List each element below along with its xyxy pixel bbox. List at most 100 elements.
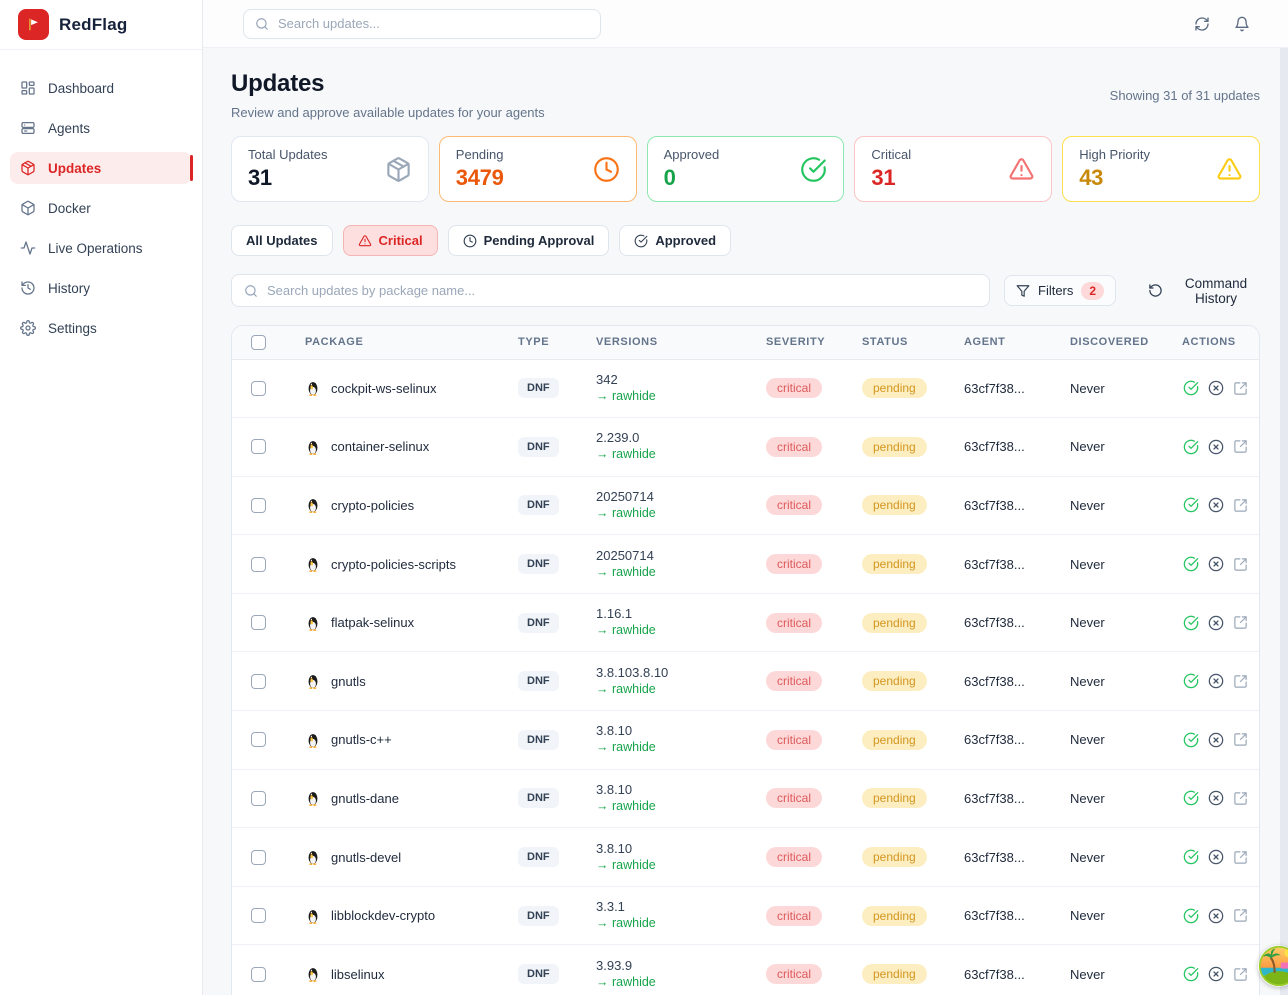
stat-card-high-priority: High Priority 43 (1062, 136, 1260, 202)
row-checkbox[interactable] (251, 556, 266, 572)
row-checkbox[interactable] (251, 966, 266, 982)
severity-badge: critical (766, 847, 823, 868)
row-checkbox[interactable] (251, 380, 266, 396)
sidebar-item-live-operations[interactable]: Live Operations (10, 232, 192, 264)
approve-icon[interactable] (1182, 379, 1200, 397)
table-row[interactable]: gnutls-c++ DNF 3.8.10 → rawhide critical pend… (232, 711, 1259, 770)
col-actions: ACTIONS (1182, 336, 1236, 349)
history-icon (20, 280, 36, 296)
approve-icon[interactable] (1182, 496, 1200, 514)
reject-icon[interactable] (1207, 672, 1225, 690)
approve-icon[interactable] (1182, 848, 1200, 866)
open-external-icon[interactable] (1232, 849, 1249, 866)
reject-icon[interactable] (1207, 614, 1225, 632)
reject-icon[interactable] (1207, 379, 1225, 397)
table-row[interactable]: crypto-policies-scripts DNF 20250714 → rawh… (232, 535, 1259, 594)
type-badge: DNF (518, 378, 559, 399)
approve-icon[interactable] (1182, 614, 1200, 632)
settings-icon (20, 320, 36, 336)
sidebar-item-settings[interactable]: Settings (10, 312, 192, 344)
sidebar-item-agents[interactable]: Agents (10, 112, 192, 144)
reject-icon[interactable] (1207, 555, 1225, 573)
approve-icon[interactable] (1182, 789, 1200, 807)
approve-icon[interactable] (1182, 731, 1200, 749)
stat-label: Approved (663, 147, 720, 162)
sidebar-item-updates[interactable]: Updates (10, 152, 193, 184)
target-version: → rawhide (596, 740, 656, 755)
filter-tab-critical[interactable]: Critical (342, 225, 438, 256)
current-version: 3.3.1 (596, 899, 625, 915)
col-agent: AGENT (964, 336, 1006, 349)
table-row[interactable]: cockpit-ws-selinux DNF 342 → rawhide critica… (232, 359, 1259, 418)
approve-icon[interactable] (1182, 907, 1200, 925)
row-checkbox[interactable] (251, 908, 266, 924)
open-external-icon[interactable] (1232, 614, 1249, 631)
row-checkbox[interactable] (251, 615, 266, 631)
row-checkbox[interactable] (251, 849, 266, 865)
island-widget-icon[interactable] (1258, 945, 1288, 987)
package-search-input[interactable] (267, 283, 977, 298)
approve-icon[interactable] (1182, 438, 1200, 456)
command-history-button[interactable]: Command History (1148, 276, 1260, 306)
sidebar-item-dashboard[interactable]: Dashboard (10, 72, 192, 104)
target-version: → rawhide (596, 623, 656, 638)
table-row[interactable]: libblockdev-crypto DNF 3.3.1 → rawhide criti… (232, 886, 1259, 945)
agent-id: 63cf7f38... (964, 439, 1025, 455)
open-external-icon[interactable] (1232, 380, 1249, 397)
target-version: → rawhide (596, 505, 656, 520)
table-row[interactable]: gnutls-dane DNF 3.8.10 → rawhide critical pen… (232, 769, 1259, 828)
row-checkbox[interactable] (251, 673, 266, 689)
refresh-icon[interactable] (1192, 14, 1212, 34)
select-all-checkbox[interactable] (251, 334, 266, 350)
table-row[interactable]: flatpak-selinux DNF 1.16.1 → rawhide critica… (232, 593, 1259, 652)
stat-value: 31 (871, 165, 896, 190)
current-version: 3.93.9 (596, 957, 633, 973)
row-checkbox[interactable] (251, 497, 266, 513)
package-name: gnutls-dane (331, 790, 399, 806)
open-external-icon[interactable] (1232, 673, 1249, 690)
activity-icon (20, 240, 36, 256)
open-external-icon[interactable] (1232, 438, 1249, 455)
filter-tab-all-updates[interactable]: All Updates (231, 225, 333, 256)
approve-icon[interactable] (1182, 965, 1200, 983)
reject-icon[interactable] (1207, 789, 1225, 807)
sidebar-item-docker[interactable]: Docker (10, 192, 192, 224)
table-row[interactable]: container-selinux DNF 2.239.0 → rawhide crit… (232, 418, 1259, 477)
row-checkbox[interactable] (251, 439, 266, 455)
table-row[interactable]: crypto-policies DNF 20250714 → rawhide criti… (232, 476, 1259, 535)
open-external-icon[interactable] (1232, 731, 1249, 748)
open-external-icon[interactable] (1232, 790, 1249, 807)
open-external-icon[interactable] (1232, 556, 1249, 573)
approve-icon[interactable] (1182, 555, 1200, 573)
reject-icon[interactable] (1207, 965, 1225, 983)
reject-icon[interactable] (1207, 731, 1225, 749)
package-name: container-selinux (331, 439, 430, 455)
scrollbar[interactable] (1280, 48, 1288, 995)
row-checkbox[interactable] (251, 790, 266, 806)
reject-icon[interactable] (1207, 438, 1225, 456)
filters-button[interactable]: Filters 2 (1004, 275, 1117, 306)
box-icon (20, 200, 36, 216)
open-external-icon[interactable] (1232, 497, 1249, 514)
notifications-bell-icon[interactable] (1232, 14, 1252, 34)
discovered-value: Never (1070, 732, 1105, 748)
reject-icon[interactable] (1207, 907, 1225, 925)
open-external-icon[interactable] (1232, 907, 1249, 924)
reject-icon[interactable] (1207, 848, 1225, 866)
reject-icon[interactable] (1207, 496, 1225, 514)
approve-icon[interactable] (1182, 672, 1200, 690)
table-row[interactable]: gnutls DNF 3.8.103.8.10 → rawhide critical pe… (232, 652, 1259, 711)
type-badge: DNF (518, 905, 559, 926)
table-row[interactable]: libselinux DNF 3.93.9 → rawhide critical pend… (232, 945, 1259, 995)
open-external-icon[interactable] (1232, 966, 1249, 983)
filter-tab-approved[interactable]: Approved (619, 225, 732, 256)
severity-badge: critical (766, 964, 823, 985)
filter-tab-label: All Updates (246, 233, 318, 248)
table-row[interactable]: gnutls-devel DNF 3.8.10 → rawhide critical pe… (232, 828, 1259, 887)
package-name: libselinux (331, 966, 385, 982)
global-search-input[interactable] (278, 16, 589, 31)
row-checkbox[interactable] (251, 732, 266, 748)
sidebar-item-history[interactable]: History (10, 272, 192, 304)
filter-tab-label: Critical (378, 233, 423, 248)
filter-tab-pending-approval[interactable]: Pending Approval (447, 225, 610, 256)
